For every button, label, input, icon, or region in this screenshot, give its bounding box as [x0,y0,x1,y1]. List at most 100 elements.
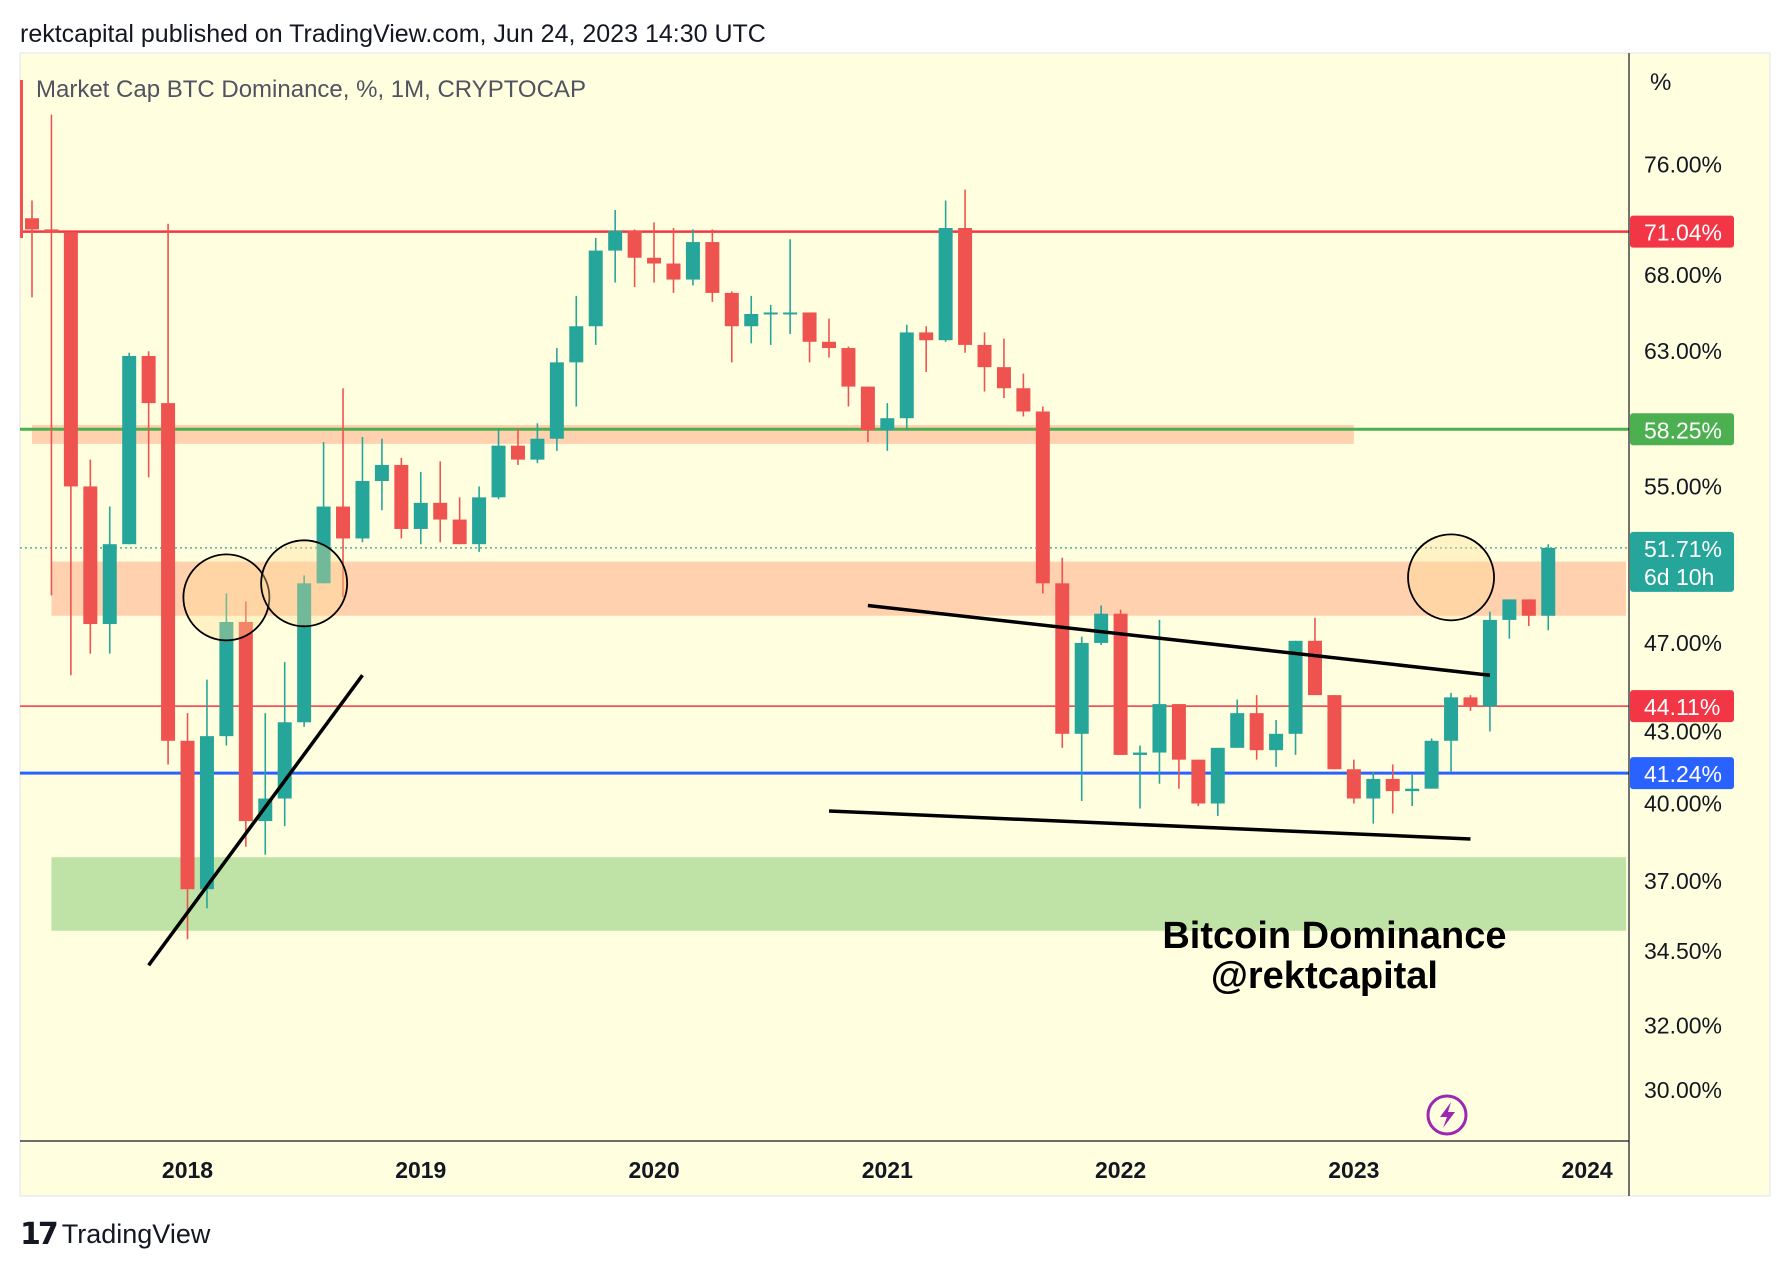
candle-2021-02 [899,324,914,431]
y-tick-label: 34.50% [1644,938,1722,964]
candle-2019-01 [413,472,428,545]
candle-body [1541,547,1556,616]
candle-body [510,445,525,460]
candle-2021-04 [938,200,953,342]
trendline-0 [147,674,364,967]
candle-body [919,332,934,341]
tradingview-logo-icon: 17 [20,1217,59,1252]
x-tick-label: 2018 [162,1157,213,1183]
symbol-color-marker [20,80,23,238]
candle-2023-10 [1521,599,1536,627]
zone-0 [51,561,1627,616]
candle-body [452,519,467,545]
level-tag-0: 71.04% [1630,215,1734,248]
candle-body [1094,613,1109,643]
publisher-line: rektcapital published on TradingView.com… [20,20,766,48]
candle-2018-04 [238,601,253,847]
x-tick-label: 2024 [1562,1157,1613,1183]
candle-body [1502,599,1517,620]
candle-2019-10 [588,237,603,345]
level-tag-2: 44.11% [1630,690,1734,723]
candle-body [1424,740,1439,789]
candle-body [1249,713,1264,751]
candle-2022-06 [1210,747,1225,817]
candle-2019-03 [452,497,467,545]
candle-body [705,242,720,293]
y-tick-label: 47.00% [1644,630,1722,656]
candle-body [1366,778,1381,799]
candle-body [530,438,545,460]
zone-2 [51,857,1627,931]
candle-2023-03 [1385,764,1400,814]
candle-body [744,313,759,327]
x-tick-label: 2023 [1328,1157,1379,1183]
candle-2019-05 [491,428,506,500]
candle-body [374,464,389,482]
candle-2023-04 [1405,774,1420,806]
candle-body [161,403,176,741]
candle-2020-07 [763,304,778,345]
candle-2020-08 [783,239,798,334]
candle-body [1133,752,1148,755]
y-tick-label: 40.00% [1644,790,1722,816]
candle-body [880,418,895,431]
candle-2017-05 [25,200,39,298]
candle-body [277,722,292,799]
candle-body [549,362,564,439]
candle-body [569,326,584,363]
y-tick-label: 55.00% [1644,473,1722,499]
candle-body [44,229,59,233]
candle-2020-10 [822,318,836,358]
candle-2020-12 [860,386,875,443]
lightning-icon[interactable] [1426,1094,1468,1136]
candle-body [141,355,156,404]
candle-2021-06 [977,332,992,392]
candle-body [83,486,98,625]
candle-body [1463,697,1478,707]
x-tick-label: 2021 [862,1157,913,1183]
candle-body [627,230,642,258]
candle-2018-09 [336,388,351,598]
level-tag-1-text: 58.25% [1644,417,1722,443]
candle-2019-06 [510,428,525,465]
candle-2022-07 [1230,699,1245,748]
candle-2023-05 [1424,738,1439,789]
candle-body [763,312,778,315]
candle-2018-07 [297,575,312,727]
level-tag-2-bg [1630,690,1734,723]
candle-body [180,740,195,890]
x-tick-label: 2022 [1095,1157,1146,1183]
candle-body [783,312,798,315]
candle-2022-09 [1269,719,1284,767]
candle-body [1230,713,1245,748]
candle-2021-10 [1055,557,1070,748]
candle-2020-04 [705,229,720,302]
candle-2023-08 [1482,611,1497,732]
candle-2018-01 [180,713,195,940]
tradingview-brand: TradingView [61,1219,211,1249]
candle-2021-08 [1016,373,1031,417]
level-tag-0-bg [1630,215,1734,248]
candle-body [1327,695,1342,770]
level-tag-1: 58.25% [1630,413,1734,446]
candle-2018-02 [199,679,214,909]
trendline-2 [828,809,1471,841]
candle-body [588,250,603,327]
candle-body [355,481,370,539]
candle-body [1171,704,1186,760]
candle-body [1074,642,1089,734]
candle-body [433,502,448,520]
candle-body [647,257,662,264]
time-axis-background [20,1141,1770,1196]
y-tick-label: 76.00% [1644,151,1722,177]
candle-body [238,621,253,822]
candle-body [63,232,78,487]
candle-body [938,227,953,341]
candle-2022-02 [1133,745,1148,809]
y-unit-label: % [1650,69,1671,96]
chart-title: Market Cap BTC Dominance, %, 1M, CRYPTOC… [36,76,586,103]
candle-2017-09 [102,506,117,654]
candle-2019-04 [472,486,487,552]
highlight-circle-0 [182,553,271,642]
